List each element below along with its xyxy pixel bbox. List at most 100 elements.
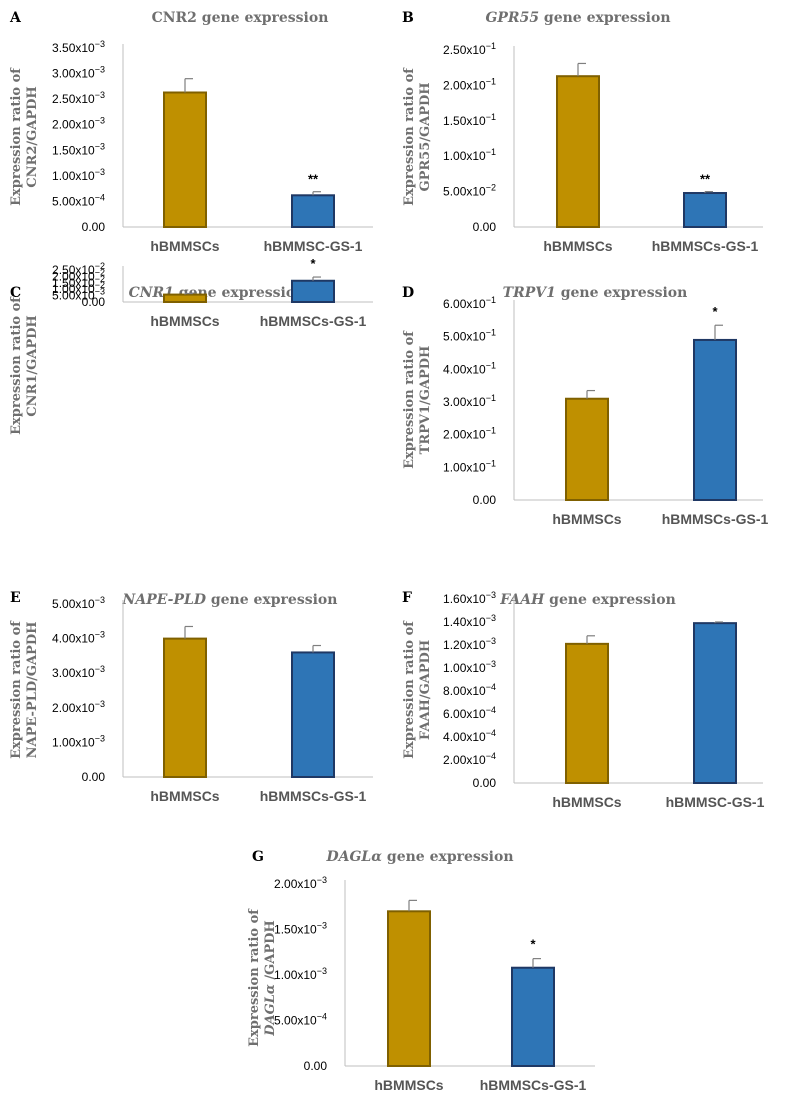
panel-g-bar-gs1 xyxy=(511,966,555,1067)
panel-d-significance-marker: * xyxy=(712,304,718,319)
panel-d-category-label: hBMMSCs-GS-1 xyxy=(662,511,769,527)
panel-d-ytick-exponent: −1 xyxy=(486,295,496,305)
panel-c-ytick-mantissa: 1.50x10 xyxy=(52,276,95,290)
panel-c-ytick-label: 0.00 xyxy=(82,295,106,309)
panel-a-ytick-exponent: −4 xyxy=(95,192,105,202)
panel-f-title-post: gene expression xyxy=(544,592,675,608)
panel-f-chart: F FAAH gene expression Expression ratio of… xyxy=(402,590,765,810)
panel-e-ytick-mantissa: 4.00x10 xyxy=(52,632,95,646)
panel-e-ytick-label: 0.00 xyxy=(82,770,106,784)
panel-f-ytick-mantissa: 1.40x10 xyxy=(443,615,486,629)
panel-g-significance-marker: * xyxy=(530,937,536,952)
panel-d-ylabel: Expression ratio ofTRPV1/GAPDH xyxy=(402,330,433,469)
panel-c-title: CNR1 gene expression xyxy=(129,285,306,301)
panel-a-ytick-label: 1.50x10−3 xyxy=(52,141,105,157)
panel-c-ytick-label: 2.50x10−2 xyxy=(52,261,105,277)
panel-c-ytick-label: 1.50x10−2 xyxy=(52,274,105,290)
panel-e-ytick-label: 2.00x10−3 xyxy=(52,699,105,715)
panel-f-ytick-label: 0.00 xyxy=(473,776,497,790)
panel-d-title-post: gene expression xyxy=(556,285,687,301)
panel-b-bar-hbmmscs xyxy=(556,75,600,228)
panel-a-title-pre: CNR2 xyxy=(152,10,197,26)
panel-g-ylabel-rest: /GAPDH xyxy=(263,920,278,984)
panel-d-ytick-label: 4.00x10−1 xyxy=(443,360,496,376)
panel-f-ytick-label: 1.60x10−3 xyxy=(443,590,496,606)
panel-d-ytick-label: 2.00x10−1 xyxy=(443,426,496,442)
panel-f-category-label: hBMMSC-GS-1 xyxy=(666,794,765,810)
panel-c-ytick-exponent: −2 xyxy=(95,280,105,290)
panel-f-ytick-label: 1.00x10−3 xyxy=(443,659,496,675)
panel-d-letter: D xyxy=(402,285,414,301)
panel-f-ytick-label: 4.00x10−4 xyxy=(443,728,496,744)
panel-g-ytick-exponent: −4 xyxy=(317,1012,327,1022)
panel-e-ytick-label: 4.00x10−3 xyxy=(52,630,105,646)
panel-b-ytick-label: 1.50x10−1 xyxy=(443,112,496,128)
panel-g-bar-hbmmscs xyxy=(387,910,431,1067)
panel-g-category-label: hBMMSCs xyxy=(374,1077,443,1093)
panel-g-ytick-exponent: −3 xyxy=(317,966,327,976)
panel-f-ytick-mantissa: 4.00x10 xyxy=(443,730,486,744)
panel-e-ylabel-line-0: Expression ratio of xyxy=(9,620,24,759)
panel-b-ytick-mantissa: 2.50x10 xyxy=(443,43,486,57)
panel-c-ylabel-line-1: CNR1/GAPDH xyxy=(25,315,40,416)
panel-f-ytick-exponent: −3 xyxy=(486,590,496,600)
panel-e-bar-hbmmscs xyxy=(163,637,207,778)
panel-d-ytick-mantissa: 5.00x10 xyxy=(443,330,486,344)
panel-d-chart: D TRPV1 gene expression Expression ratio o… xyxy=(402,285,768,527)
panel-f-ytick-mantissa: 0.00 xyxy=(473,776,497,790)
panel-c-ytick-label: 1.00x10−2 xyxy=(52,280,105,296)
panel-g-letter: G xyxy=(252,849,264,865)
panel-c-category-label: hBMMSCs xyxy=(150,313,219,329)
panel-a-bar-gs1 xyxy=(291,194,335,228)
panel-f-letter: F xyxy=(402,590,412,606)
panel-d-ytick-mantissa: 0.00 xyxy=(473,493,497,507)
panel-d-ytick-label: 6.00x10−1 xyxy=(443,295,496,311)
panel-c-ytick-exponent: −2 xyxy=(95,274,105,284)
panel-a-ytick-exponent: −3 xyxy=(95,167,105,177)
panel-d-category-label: hBMMSCs xyxy=(552,511,621,527)
panel-a-ytick-label: 3.50x10−3 xyxy=(52,39,105,55)
panel-g-ylabel: Expression ratio ofDAGLα /GAPDH xyxy=(247,908,278,1047)
panel-d-title-gene: TRPV1 xyxy=(503,285,556,301)
panel-b-category-label: hBMMSCs xyxy=(543,238,612,254)
panel-g-ylabel-line-0: Expression ratio of xyxy=(247,908,262,1047)
panel-e-title: NAPE-PLD gene expression xyxy=(122,592,338,608)
panel-g-title-post: gene expression xyxy=(382,849,513,865)
panel-f-ytick-mantissa: 8.00x10 xyxy=(443,684,486,698)
panel-a-ytick-mantissa: 2.00x10 xyxy=(52,118,95,132)
panel-e-ytick-label: 3.00x10−3 xyxy=(52,664,105,680)
panel-f-ytick-exponent: −3 xyxy=(486,636,496,646)
panel-g-category-label: hBMMSCs-GS-1 xyxy=(480,1077,587,1093)
panel-f-ytick-mantissa: 2.00x10 xyxy=(443,753,486,767)
panel-f-title: FAAH gene expression xyxy=(499,592,676,608)
panel-b-ytick-mantissa: 5.00x10 xyxy=(443,185,486,199)
panel-c-title-gene: CNR1 xyxy=(129,285,174,301)
panel-d-ytick-label: 5.00x10−1 xyxy=(443,328,496,344)
panel-g-title-gene: DAGLα xyxy=(325,849,382,865)
panel-e-ylabel-line-1: NAPE-PLD/GAPDH xyxy=(25,622,40,759)
panel-b-ytick-label: 5.00x10−2 xyxy=(443,183,496,199)
panel-a-ytick-exponent: −3 xyxy=(95,39,105,49)
panel-d-ytick-mantissa: 3.00x10 xyxy=(443,395,486,409)
panel-b-ytick-exponent: −2 xyxy=(486,183,496,193)
panel-d-ytick-mantissa: 1.00x10 xyxy=(443,460,486,474)
panel-a-chart: A CNR2 gene expression Expression ratio of… xyxy=(9,10,373,254)
panel-g-ytick-label: 1.50x10−3 xyxy=(274,921,327,937)
panel-a-ytick-mantissa: 2.50x10 xyxy=(52,92,95,106)
panel-b-ytick-label: 1.00x10−1 xyxy=(443,147,496,163)
panel-d-ylabel-line-0: Expression ratio of xyxy=(402,330,417,469)
panel-c-letter: C xyxy=(10,285,21,301)
panel-c-ytick-mantissa: 2.50x10 xyxy=(52,263,95,277)
panel-g-title: DAGLα gene expression xyxy=(325,849,513,865)
panel-a-ytick-mantissa: 1.50x10 xyxy=(52,143,95,157)
panel-f-ytick-exponent: −4 xyxy=(486,728,496,738)
panel-a-ytick-exponent: −3 xyxy=(95,116,105,126)
panel-a-ytick-mantissa: 5.00x10 xyxy=(52,194,95,208)
panel-g-ytick-mantissa: 0.00 xyxy=(304,1059,328,1073)
panel-f-ytick-mantissa: 1.60x10 xyxy=(443,592,486,606)
panel-f-ytick-mantissa: 6.00x10 xyxy=(443,707,486,721)
panel-c-significance-marker: * xyxy=(310,256,316,271)
panel-f-ytick-exponent: −4 xyxy=(486,705,496,715)
panel-b-ylabel: Expression ratio ofGPR55/GAPDH xyxy=(402,67,433,206)
